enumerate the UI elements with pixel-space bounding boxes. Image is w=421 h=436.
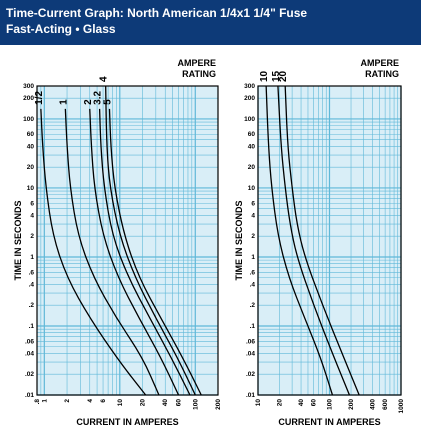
c0-y-tick-label: 200: [23, 95, 34, 102]
c0-plot-area: [37, 86, 218, 395]
c1-y-tick-label: .4: [250, 281, 256, 288]
c1-x-tick-label: 40: [298, 399, 305, 407]
c1-y-tick-label: .06: [246, 338, 255, 345]
c1-y-tick-label: 20: [248, 164, 256, 171]
c0-y-tick-label: 2: [30, 233, 34, 240]
c1-x-axis-label: CURRENT IN AMPERES: [278, 417, 380, 427]
c1-series-label: 15: [271, 70, 282, 82]
c0-series-label: 1/2: [34, 91, 45, 105]
c0-x-tick-label: 4: [87, 399, 94, 403]
c0-series-label: 1: [58, 99, 69, 105]
c0-y-tick-label: .4: [29, 281, 35, 288]
c0-x-tick-label: .8: [34, 399, 41, 405]
c1-legend-title-line2: RATING: [365, 69, 399, 79]
c0-series-line: [98, 108, 191, 396]
c1-y-tick-label: 200: [244, 95, 255, 102]
c1-series-line: [265, 85, 334, 396]
chart-right: .01 .02 .04 .06 .1 .2 .4 .6 1 2 4 6 10 20 40 60 100 200 30…: [234, 58, 405, 427]
c1-legend-title-line1: AMPERE: [360, 58, 399, 68]
c0-y-tick-label: 20: [27, 164, 35, 171]
c1-y-tick-label: .6: [250, 269, 256, 276]
c0-y-tick-label: .04: [25, 350, 34, 357]
c0-x-tick-label: 40: [162, 399, 169, 407]
c0-series-line: [108, 108, 202, 396]
c0-x-tick-label: 20: [140, 399, 147, 407]
c1-y-tick-label: 4: [251, 212, 255, 219]
c0-legend-title-line1: AMPERE: [177, 58, 216, 68]
c1-y-tick-label: 1: [251, 254, 255, 261]
c1-x-tick-label: 600: [382, 399, 389, 410]
c1-x-tick-label: 400: [370, 399, 377, 410]
page-subtitle: Fast-Acting • Glass: [6, 22, 116, 36]
c0-x-tick-label: 10: [117, 399, 124, 407]
c0-series-line: [40, 108, 147, 396]
c1-series-line: [284, 85, 360, 396]
c1-grid: [257, 85, 402, 396]
c1-y-tick-label: .01: [246, 392, 255, 399]
c0-series-line: [89, 108, 180, 396]
c0-series-label: 5: [102, 99, 113, 105]
c1-x-tick-label: 1000: [398, 399, 405, 414]
c0-plot-border: [36, 85, 219, 396]
c1-y-axis-label: TIME IN SECONDS: [234, 200, 244, 280]
c1-y-tick-label: 6: [251, 200, 255, 207]
chart-left: .01 .02 .04 .06 .1 .2 .4 .6 1 2 4 6 10 20 40 60 100 200 30…: [13, 58, 222, 427]
c0-x-axis-label: CURRENT IN AMPERES: [76, 417, 178, 427]
c0-y-tick-label: 6: [30, 200, 34, 207]
c0-series-line: [64, 108, 160, 396]
c0-y-tick-label: .01: [25, 392, 34, 399]
c1-series-label: 20: [278, 70, 289, 82]
c0-y-tick-label: .2: [29, 302, 35, 309]
page-title: Time-Current Graph: North American 1/4x1…: [6, 6, 308, 20]
c0-y-tick-label: .1: [29, 323, 35, 330]
c0-y-tick-label: 4: [30, 212, 34, 219]
c0-y-tick-label: .02: [25, 371, 34, 378]
header-bar: Time-Current Graph: North American 1/4x1…: [0, 0, 421, 45]
c0-series-label: 2: [83, 99, 94, 105]
c1-y-tick-label: .04: [246, 350, 255, 357]
c0-x-tick-label: 1: [41, 399, 48, 403]
c0-x-tick-label: 200: [215, 399, 222, 410]
c0-y-tick-label: .06: [25, 338, 34, 345]
c0-x-tick-label: 2: [64, 399, 71, 403]
c1-x-tick-label: 100: [327, 399, 334, 410]
c1-y-tick-label: 2: [251, 233, 255, 240]
c0-y-tick-label: 60: [27, 131, 35, 138]
c0-y-tick-label: 10: [27, 185, 35, 192]
c1-y-tick-label: 60: [248, 131, 256, 138]
c0-y-tick-label: 40: [27, 143, 35, 150]
c1-y-tick-label: 40: [248, 143, 256, 150]
c1-x-tick-label: 200: [348, 399, 355, 410]
c0-x-tick-label: 60: [176, 399, 183, 407]
c1-y-tick-label: 10: [248, 185, 256, 192]
c0-series-label: 4: [99, 76, 110, 82]
c1-series-line: [277, 85, 351, 396]
c1-y-tick-label: 100: [244, 116, 255, 123]
c0-x-tick-label: 100: [192, 399, 199, 410]
c0-y-tick-label: 1: [30, 254, 34, 261]
c1-x-tick-label: 60: [311, 399, 318, 407]
c0-y-tick-label: 100: [23, 116, 34, 123]
c0-y-tick-label: 300: [23, 83, 34, 90]
c0-series-label: 3.2: [93, 91, 104, 105]
c1-y-tick-label: .2: [250, 302, 256, 309]
c1-plot-border: [257, 85, 402, 396]
c0-y-axis-label: TIME IN SECONDS: [13, 200, 23, 280]
c1-series-label: 10: [259, 70, 270, 82]
c1-y-tick-label: .1: [250, 323, 256, 330]
c1-y-tick-label: 300: [244, 83, 255, 90]
c1-x-tick-label: 20: [277, 399, 284, 407]
c0-x-tick-label: 6: [100, 399, 107, 403]
c1-x-tick-label: 10: [255, 399, 262, 407]
c0-legend-title-line2: RATING: [182, 69, 216, 79]
c0-y-tick-label: .6: [29, 269, 35, 276]
c1-y-tick-label: .02: [246, 371, 255, 378]
c0-series-line: [105, 85, 196, 396]
